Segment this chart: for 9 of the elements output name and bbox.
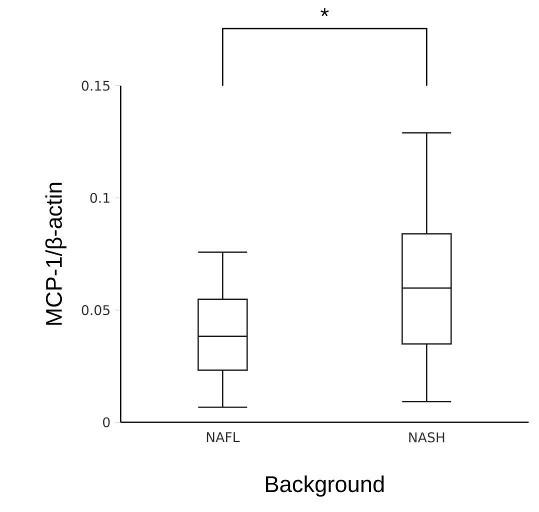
x-tick-label: NASH xyxy=(409,432,444,442)
y-axis-title: MCP-1/β-actin xyxy=(45,182,66,325)
y-tick-label: 0.1 xyxy=(90,192,110,203)
y-tick-label: 0.15 xyxy=(82,80,110,91)
x-axis-title: Background xyxy=(266,476,384,497)
y-tick-label: 0.05 xyxy=(82,305,110,316)
text: * xyxy=(320,8,329,16)
x-tick-label: NAFL xyxy=(206,432,240,442)
y-tick-label: 0 xyxy=(103,417,110,428)
